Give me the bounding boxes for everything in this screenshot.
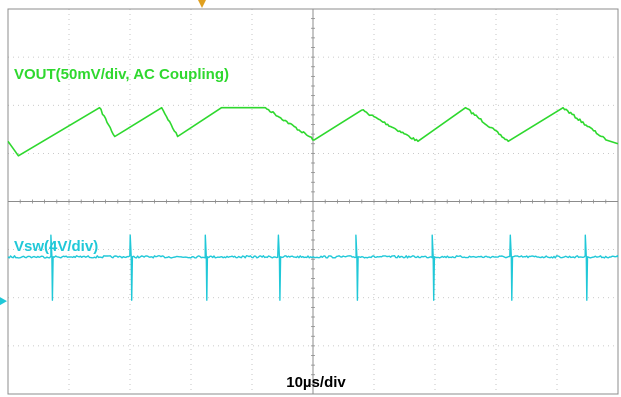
vout-trace-label: VOUT(50mV/div, AC Coupling) (14, 66, 229, 83)
graticule (7, 8, 619, 395)
vsw-trace-label: Vsw(4V/div) (14, 238, 98, 255)
graticule-frame (7, 8, 619, 395)
vout-waveform (7, 106, 619, 157)
timebase-label: 10µs/div (286, 374, 346, 391)
trigger-position-marker (198, 0, 206, 8)
traces (7, 106, 619, 301)
channel-ground-marker (0, 297, 7, 306)
vsw-waveform (7, 234, 619, 301)
